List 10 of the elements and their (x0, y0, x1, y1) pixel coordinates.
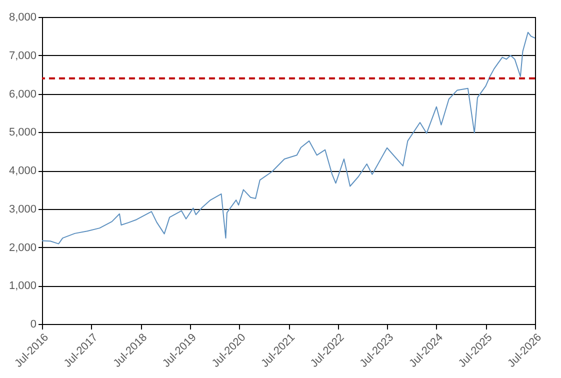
y-tick-label: 7,000 (8, 50, 36, 62)
y-tick-label: 8,000 (8, 12, 36, 24)
y-tick-label: 5,000 (8, 126, 36, 139)
y-tick-label: 2,000 (8, 242, 36, 254)
y-tick-label: 0 (30, 318, 36, 330)
y-tick-label: 4,000 (8, 165, 36, 177)
y-tick-label: 6,000 (8, 88, 36, 100)
y-tick-label: 3,000 (8, 203, 36, 216)
line-series (42, 32, 535, 244)
y-tick-label: 1,000 (8, 280, 36, 292)
